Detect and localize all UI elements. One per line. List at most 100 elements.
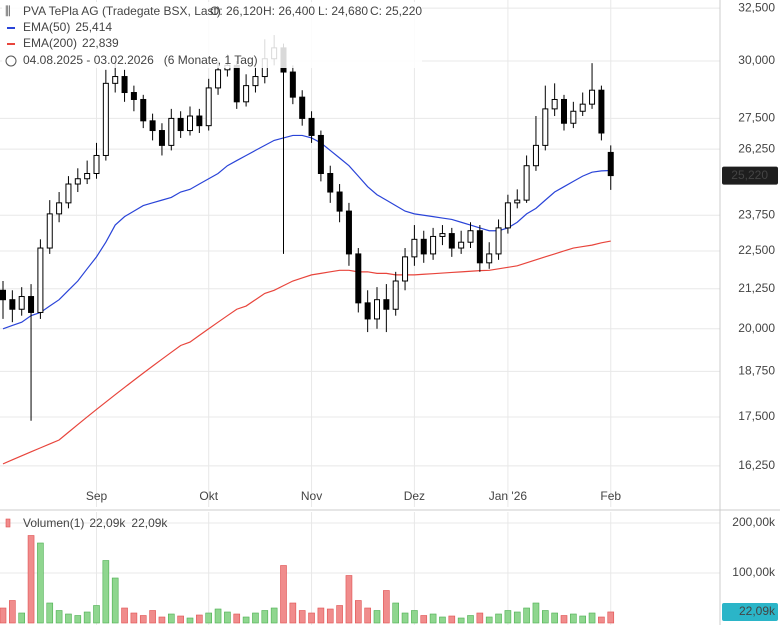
candle-body: [458, 241, 465, 249]
candle-body: [420, 238, 427, 255]
volume-swatch: [5, 518, 11, 528]
ema-line: [2, 240, 611, 465]
volume-bar: [280, 565, 287, 624]
volume-bar: [242, 616, 250, 624]
candle-body: [355, 253, 362, 304]
volume-bar: [467, 615, 474, 624]
candle-body: [336, 191, 343, 212]
candle-body: [233, 64, 240, 103]
candle-body: [579, 103, 586, 112]
candle-body: [374, 299, 380, 320]
volume-bar: [317, 607, 325, 624]
candle-body: [215, 69, 222, 89]
candle-body: [308, 117, 315, 136]
y-tick-label: 22,500: [738, 243, 775, 257]
candle-body: [402, 256, 409, 282]
candle-body: [345, 210, 352, 255]
volume-bar: [560, 615, 568, 624]
y-tick-label: 32,500: [738, 0, 775, 14]
price-tag: [722, 166, 778, 185]
volume-bar: [308, 612, 315, 624]
volume-bar: [476, 612, 484, 624]
volume-bar: [326, 608, 334, 624]
candle-body: [149, 120, 156, 132]
volume-bar: [149, 610, 156, 624]
volume-bar: [74, 615, 82, 624]
volume-bar: [570, 613, 577, 624]
clock-icon: [5, 55, 17, 67]
volume-bar: [579, 615, 587, 624]
ohlc-label: H: 26,400: [263, 4, 315, 18]
candle-body: [495, 227, 502, 255]
candle-body: [598, 89, 605, 134]
candle-body: [439, 233, 446, 237]
candle-body: [486, 253, 493, 264]
volume-bar: [485, 616, 493, 624]
volume-bar: [383, 590, 390, 624]
candle-body: [448, 233, 455, 249]
y-tick-label: 30,000: [738, 53, 775, 67]
legend-entry: EMA(50): [23, 20, 70, 34]
candle-body: [514, 199, 521, 204]
candle-body: [187, 115, 193, 132]
candle-body: [467, 230, 474, 243]
volume-bar: [532, 602, 540, 624]
candle-body: [168, 117, 175, 146]
legend-value: 25,414: [75, 20, 112, 34]
x-tick-label: Dez: [404, 489, 425, 503]
candle-body: [0, 289, 6, 301]
volume-bar: [139, 615, 147, 624]
volume-bar: [46, 602, 54, 624]
volume-bar: [551, 612, 558, 624]
volume-bar: [102, 560, 110, 624]
ohlc-label: O: 26,120: [210, 4, 263, 18]
y-tick-label: 18,750: [738, 364, 775, 378]
volume-bar: [177, 615, 184, 624]
candle-body: [570, 110, 577, 124]
volume-bar: [224, 611, 231, 624]
legend-value: 22,839: [82, 36, 119, 50]
candle-body: [252, 76, 259, 87]
ohlc-label: L: 24,680: [318, 4, 368, 18]
volume-tag-label: 22,09k: [739, 604, 776, 618]
volume-bar: [345, 575, 353, 624]
volume-bar: [457, 617, 465, 624]
volume-bar: [205, 612, 212, 624]
candle-body: [504, 202, 511, 229]
volume-bar: [373, 610, 381, 624]
volume-bar: [55, 610, 63, 624]
period: (6 Monate, 1 Tag): [164, 53, 258, 67]
y-tick-label: 16,250: [738, 458, 775, 472]
volume-bar: [504, 610, 512, 624]
volume-bar: [392, 602, 400, 624]
candle-body: [561, 98, 567, 124]
volume-bar: [513, 611, 521, 624]
volume-value: 22,09k: [131, 516, 168, 530]
volume-bar: [448, 615, 456, 624]
candle-body: [65, 183, 72, 204]
y-tick-label: 26,250: [738, 141, 775, 155]
candle-body: [93, 154, 100, 174]
candle-body: [430, 235, 437, 255]
volume-bar: [130, 612, 138, 624]
volume-bar: [523, 607, 530, 624]
volume-bar: [261, 610, 269, 624]
volume-bar: [270, 607, 278, 624]
candle-body: [18, 296, 25, 310]
volume-bar: [37, 542, 44, 624]
volume-tick-label: 200,00k: [732, 515, 776, 529]
marks-layer: [0, 35, 615, 624]
candle-body: [37, 247, 44, 313]
volume-bar: [93, 605, 100, 624]
candle-body: [28, 296, 35, 313]
volume-bar: [298, 610, 306, 624]
candle-body: [364, 302, 371, 320]
candle-body: [177, 117, 184, 132]
volume-bar: [439, 616, 446, 624]
volume-value: 22,09k: [89, 516, 126, 530]
y-tick-label: 20,000: [738, 321, 775, 335]
candle-body: [542, 108, 549, 146]
candle-body: [102, 82, 109, 156]
